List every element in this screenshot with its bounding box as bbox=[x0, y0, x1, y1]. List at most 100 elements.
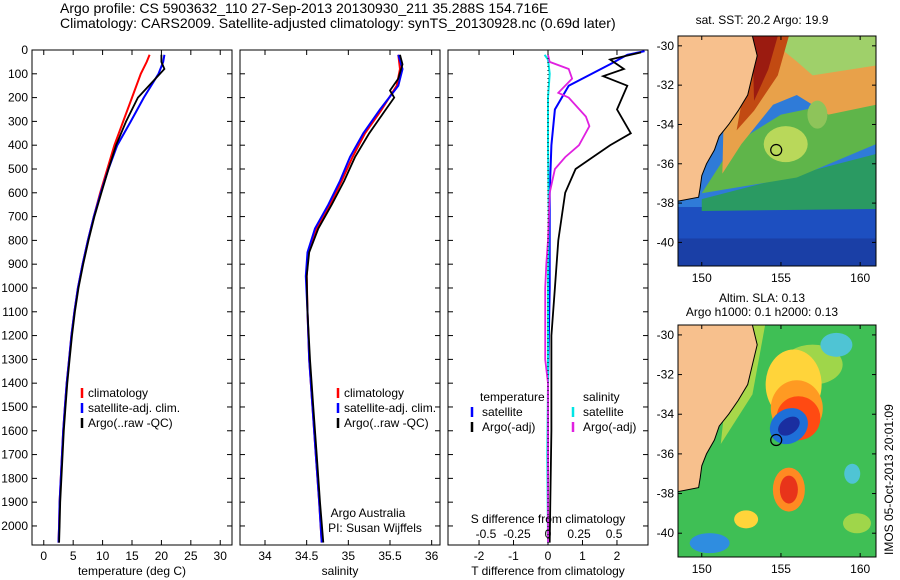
sst-map-ytick-label: -40 bbox=[657, 235, 675, 249]
sst-map-layer bbox=[678, 36, 876, 266]
depth-tick-label: 1000 bbox=[1, 281, 28, 295]
sdiff-tick-label: 0.25 bbox=[567, 527, 591, 541]
diff-legend-sal-label: Argo(-adj) bbox=[583, 420, 636, 434]
depth-tick-label: 1200 bbox=[1, 329, 28, 343]
temperature-profile-legend-label: climatology bbox=[88, 386, 148, 400]
temperature-profile-xtick-label: 5 bbox=[70, 549, 77, 563]
sla-eddy-core bbox=[778, 416, 800, 436]
salinity-profile-series-argo bbox=[305, 54, 404, 543]
difference-profile-series-t-argo bbox=[548, 51, 642, 543]
imos-timestamp: IMOS 05-Oct-2013 20:01:09 bbox=[882, 404, 896, 555]
temperature-profile-xtick-label: 10 bbox=[96, 549, 110, 563]
sla-map-xtick-label: 150 bbox=[692, 562, 712, 576]
plot-title-line2: Climatology: CARS2009. Satellite-adjuste… bbox=[60, 15, 616, 31]
sla-map-land bbox=[678, 325, 758, 493]
sla-blue-sw bbox=[689, 533, 730, 554]
sst-green-patch bbox=[765, 36, 876, 76]
sst-colder-band bbox=[678, 238, 876, 266]
salinity-profile-xtick-label: 35.5 bbox=[378, 549, 402, 563]
sdiff-tick-label: -0.25 bbox=[503, 527, 531, 541]
depth-tick-label: 900 bbox=[8, 257, 28, 271]
difference-profile-xtick-label: 0 bbox=[545, 549, 552, 563]
depth-tick-label: 1800 bbox=[1, 471, 28, 485]
sdiff-tick-label: -0.5 bbox=[476, 527, 497, 541]
sla-map-title: Altim. SLA: 0.13 bbox=[719, 291, 805, 305]
diff-legend-temp-title: temperature bbox=[480, 390, 545, 404]
sla-map-ytick-label: -36 bbox=[657, 447, 675, 461]
sla-cyan-a bbox=[820, 332, 853, 357]
sla-map-xtick-label: 160 bbox=[850, 562, 870, 576]
depth-tick-label: 400 bbox=[8, 138, 28, 152]
sst-map-land bbox=[678, 36, 758, 202]
depth-tick-label: 2000 bbox=[1, 519, 28, 533]
salinity-profile-xtick-label: 34.5 bbox=[295, 549, 319, 563]
depth-tick-label: 1500 bbox=[1, 400, 28, 414]
sla-green-se bbox=[842, 513, 871, 534]
depth-tick-label: 300 bbox=[8, 114, 28, 128]
diff-legend-temp-label: satellite bbox=[482, 405, 523, 419]
salinity-profile-legend-label: satellite-adj. clim. bbox=[344, 401, 436, 415]
diff-legend-sal-title: salinity bbox=[583, 390, 620, 404]
sla-map-subtitle: Argo h1000: 0.1 h2000: 0.13 bbox=[686, 305, 838, 319]
credit-line2: PI: Susan Wijffels bbox=[328, 521, 422, 535]
sdiff-tick-label: 0.5 bbox=[606, 527, 623, 541]
temperature-profile-xlabel: temperature (deg C) bbox=[78, 564, 186, 578]
difference-profile-series-s-argo bbox=[544, 54, 591, 543]
difference-profile-xlabel: T difference from climatology bbox=[471, 564, 625, 578]
difference-profile-xtick-label: 1 bbox=[579, 549, 586, 563]
temperature-profile-xtick-label: 25 bbox=[184, 549, 198, 563]
sst-map-xtick-label: 150 bbox=[692, 271, 712, 285]
sla-cyan-e bbox=[844, 463, 861, 484]
depth-tick-label: 1700 bbox=[1, 448, 28, 462]
sst-map-xtick-label: 155 bbox=[771, 271, 791, 285]
depth-tick-label: 1400 bbox=[1, 376, 28, 390]
temperature-profile-xtick-label: 0 bbox=[40, 549, 47, 563]
difference-profile-series-t-satellite bbox=[547, 50, 645, 543]
salinity-profile-series-satellite bbox=[304, 54, 404, 543]
sla-map-ytick-label: -32 bbox=[657, 368, 675, 382]
temperature-profile-series-climatology bbox=[57, 54, 151, 543]
sla-map-frame bbox=[677, 324, 877, 558]
salinity-profile-frame bbox=[239, 49, 441, 546]
temperature-profile-legend-label: Argo(..raw -QC) bbox=[88, 416, 173, 430]
depth-tick-label: 500 bbox=[8, 162, 28, 176]
sst-map-ytick-label: -30 bbox=[657, 39, 675, 53]
salinity-profile-legend-label: climatology bbox=[344, 386, 404, 400]
temperature-profile-xtick-label: 30 bbox=[214, 549, 228, 563]
diff-legend-sal-label: satellite bbox=[583, 405, 624, 419]
sst-map-frame bbox=[677, 35, 877, 267]
difference-profile-xtick-label: -2 bbox=[474, 549, 485, 563]
sst-current-hot bbox=[752, 36, 778, 101]
difference-profile-xtick-label: -1 bbox=[508, 549, 519, 563]
sla-red-lower bbox=[779, 475, 798, 504]
sla-map-profile-marker bbox=[770, 433, 783, 447]
salinity-profile-xtick-label: 34 bbox=[258, 549, 272, 563]
sst-map-ytick-label: -38 bbox=[657, 196, 675, 210]
difference-profile-xtick-label: 2 bbox=[614, 549, 621, 563]
temperature-profile-legend-label: satellite-adj. clim. bbox=[88, 401, 180, 415]
salinity-profile-xlabel: salinity bbox=[322, 564, 359, 578]
sst-map-title: sat. SST: 20.2 Argo: 19.9 bbox=[696, 13, 829, 27]
sst-eddy bbox=[763, 126, 808, 163]
sst-map-profile-marker bbox=[770, 143, 783, 157]
sla-map-ytick-label: -38 bbox=[657, 487, 675, 501]
sst-map-ytick-label: -36 bbox=[657, 157, 675, 171]
depth-tick-label: 800 bbox=[8, 233, 28, 247]
sla-yellow-sw bbox=[734, 510, 759, 529]
sst-green-band bbox=[701, 153, 876, 211]
sst-map-ytick-label: -34 bbox=[657, 117, 675, 131]
sst-map-xtick-label: 160 bbox=[850, 271, 870, 285]
temperature-profile-series-satellite bbox=[57, 54, 166, 543]
sla-map-layer bbox=[678, 325, 876, 557]
depth-tick-label: 1900 bbox=[1, 495, 28, 509]
depth-tick-label: 200 bbox=[8, 91, 28, 105]
depth-tick-label: 600 bbox=[8, 186, 28, 200]
salinity-profile-xtick-label: 36 bbox=[425, 549, 439, 563]
depth-tick-label: 1300 bbox=[1, 352, 28, 366]
sla-map-ytick-label: -30 bbox=[657, 328, 675, 342]
sst-eddy-ring bbox=[807, 100, 828, 129]
temperature-profile-xtick-label: 20 bbox=[155, 549, 169, 563]
depth-tick-label: 100 bbox=[8, 67, 28, 81]
sla-map-ytick-label: -40 bbox=[657, 526, 675, 540]
